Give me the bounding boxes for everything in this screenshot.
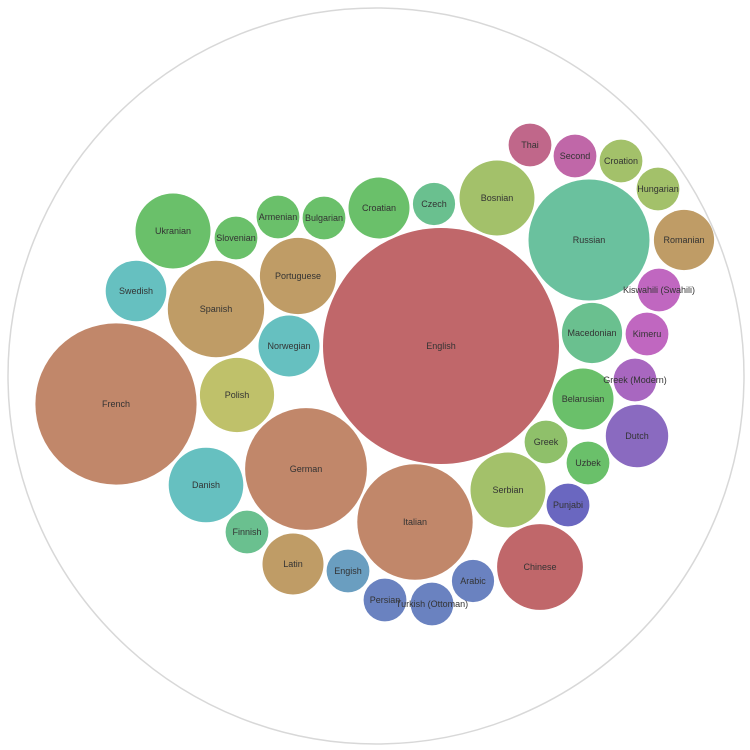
bubble-circle-swedish[interactable]	[105, 260, 167, 322]
bubble-portuguese[interactable]: Portuguese	[259, 237, 337, 315]
bubble-serbian[interactable]: Serbian	[470, 452, 546, 528]
bubble-circle-serbian[interactable]	[470, 452, 546, 528]
bubble-thai[interactable]: Thai	[508, 123, 552, 167]
bubble-circle-danish[interactable]	[168, 447, 244, 523]
bubble-czech[interactable]: Czech	[412, 182, 456, 226]
bubble-spanish[interactable]: Spanish	[167, 260, 265, 358]
bubble-greek[interactable]: Greek	[524, 420, 568, 464]
outer-circle	[7, 7, 745, 745]
bubble-circle-macedonian[interactable]	[561, 302, 623, 364]
bubble-circle-engish[interactable]	[326, 549, 370, 593]
bubble-circle-punjabi[interactable]	[546, 483, 590, 527]
bubble-circle-dutch[interactable]	[605, 404, 669, 468]
bubble-norwegian[interactable]: Norwegian	[258, 315, 320, 377]
bubble-circle-croation[interactable]	[599, 139, 643, 183]
bubble-circle-turkish-ottoman[interactable]	[410, 582, 454, 626]
bubble-persian[interactable]: Persian	[363, 578, 407, 622]
bubble-circle-ukranian[interactable]	[135, 193, 211, 269]
bubble-swedish[interactable]: Swedish	[105, 260, 167, 322]
bubble-italian[interactable]: Italian	[357, 464, 473, 580]
bubble-circle-greek[interactable]	[524, 420, 568, 464]
bubble-kimeru[interactable]: Kimeru	[625, 312, 669, 356]
bubble-circle-kimeru[interactable]	[625, 312, 669, 356]
bubble-croatian[interactable]: Croatian	[348, 177, 410, 239]
bubble-circle-arabic[interactable]	[451, 559, 495, 603]
bubble-macedonian[interactable]: Macedonian	[561, 302, 623, 364]
bubble-circle-uzbek[interactable]	[566, 441, 610, 485]
bubble-circle-german[interactable]	[245, 408, 367, 530]
bubble-german[interactable]: German	[245, 408, 367, 530]
bubble-chinese[interactable]: Chinese	[497, 524, 583, 610]
bubble-circle-hungarian[interactable]	[636, 167, 680, 211]
bubble-armenian[interactable]: Armenian	[256, 195, 300, 239]
bubble-circle-polish[interactable]	[199, 357, 275, 433]
bubble-punjabi[interactable]: Punjabi	[546, 483, 590, 527]
bubble-circle-second[interactable]	[553, 134, 597, 178]
bubble-circle-russian[interactable]	[528, 179, 650, 301]
bubble-engish[interactable]: Engish	[326, 549, 370, 593]
bubble-hungarian[interactable]: Hungarian	[636, 167, 680, 211]
bubble-circle-norwegian[interactable]	[258, 315, 320, 377]
bubble-circle-slovenian[interactable]	[214, 216, 258, 260]
bubble-circle-kiswahili-swahili[interactable]	[637, 268, 681, 312]
bubble-russian[interactable]: Russian	[528, 179, 650, 301]
bubble-circle-persian[interactable]	[363, 578, 407, 622]
bubble-circle-belarusian[interactable]	[552, 368, 614, 430]
bubble-polish[interactable]: Polish	[199, 357, 275, 433]
bubble-circle-bulgarian[interactable]	[302, 196, 346, 240]
bubble-circle-romanian[interactable]	[653, 209, 715, 271]
bubble-circle-czech[interactable]	[412, 182, 456, 226]
bubble-belarusian[interactable]: Belarusian	[552, 368, 614, 430]
bubble-circle-spanish[interactable]	[167, 260, 265, 358]
bubble-circle-latin[interactable]	[262, 533, 324, 595]
bubble-bulgarian[interactable]: Bulgarian	[302, 196, 346, 240]
bubble-circle-armenian[interactable]	[256, 195, 300, 239]
bubble-ukranian[interactable]: Ukranian	[135, 193, 211, 269]
bubble-circle-french[interactable]	[35, 323, 197, 485]
bubble-romanian[interactable]: Romanian	[653, 209, 715, 271]
bubble-circle-greek-modern[interactable]	[613, 358, 657, 402]
bubble-uzbek[interactable]: Uzbek	[566, 441, 610, 485]
bubble-bosnian[interactable]: Bosnian	[459, 160, 535, 236]
bubble-circle-portuguese[interactable]	[259, 237, 337, 315]
bubble-slovenian[interactable]: Slovenian	[214, 216, 258, 260]
bubble-circle-italian[interactable]	[357, 464, 473, 580]
bubble-french[interactable]: French	[35, 323, 197, 485]
bubble-circle-finnish[interactable]	[225, 510, 269, 554]
bubble-english[interactable]: English	[323, 228, 559, 464]
bubble-circle-bosnian[interactable]	[459, 160, 535, 236]
bubble-arabic[interactable]: Arabic	[451, 559, 495, 603]
bubble-dutch[interactable]: Dutch	[605, 404, 669, 468]
bubble-danish[interactable]: Danish	[168, 447, 244, 523]
bubble-circle-thai[interactable]	[508, 123, 552, 167]
bubble-circle-chinese[interactable]	[497, 524, 583, 610]
bubble-circle-croatian[interactable]	[348, 177, 410, 239]
bubble-finnish[interactable]: Finnish	[225, 510, 269, 554]
bubble-circle-english[interactable]	[323, 228, 559, 464]
bubble-latin[interactable]: Latin	[262, 533, 324, 595]
bubble-second[interactable]: Second	[553, 134, 597, 178]
bubble-croation[interactable]: Croation	[599, 139, 643, 183]
